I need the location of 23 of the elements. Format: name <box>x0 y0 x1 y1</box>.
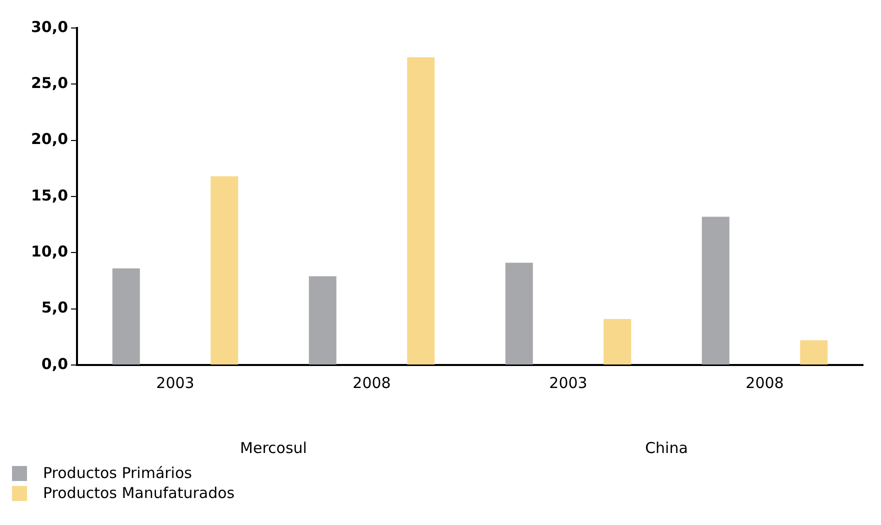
y-tick-label: 15,0 <box>30 186 68 204</box>
y-tick-label: 25,0 <box>30 74 68 92</box>
y-tick-label: 0,0 <box>41 354 68 373</box>
bar <box>702 216 730 364</box>
bar <box>505 262 533 364</box>
text: China <box>645 439 688 457</box>
y-tick-label: 10,0 <box>30 242 68 261</box>
y-tick-label: 5,0 <box>41 298 68 317</box>
legend-label: Productos Manufaturados <box>43 484 235 502</box>
x-tick-label: 2008 <box>746 374 784 392</box>
bar <box>800 340 828 364</box>
x-tick-label: 2008 <box>352 374 391 392</box>
bar <box>112 268 140 364</box>
text: Mercosul <box>240 439 307 457</box>
x-tick-label: 2003 <box>156 374 194 392</box>
bar <box>210 176 238 364</box>
bar <box>604 318 632 364</box>
x-tick-label: 2003 <box>549 374 588 392</box>
bar <box>308 276 336 364</box>
y-tick-label: 20,0 <box>30 130 68 148</box>
bar <box>407 57 435 364</box>
legend-label: Productos Primários <box>43 464 192 482</box>
y-tick-label: 30,0 <box>30 18 68 36</box>
